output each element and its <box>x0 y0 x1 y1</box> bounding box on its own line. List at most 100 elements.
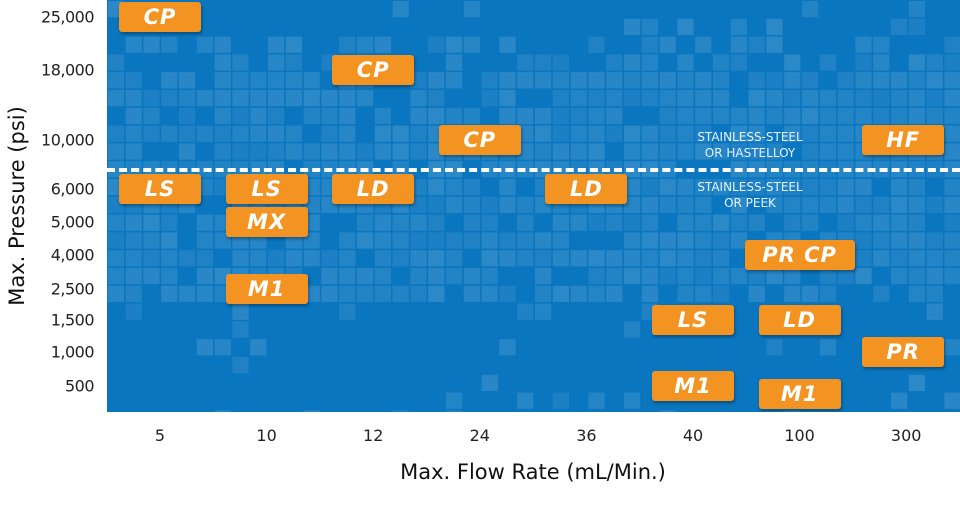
background-tile <box>641 54 658 71</box>
background-tile <box>819 90 836 107</box>
background-tile <box>446 268 463 285</box>
background-tile <box>303 285 320 302</box>
background-tile <box>232 321 249 338</box>
background-tile <box>161 250 178 267</box>
background-tile <box>535 72 552 89</box>
background-tile <box>125 303 142 320</box>
background-tile <box>446 72 463 89</box>
background-tile <box>517 125 534 142</box>
background-tile <box>748 90 765 107</box>
background-tile <box>214 72 231 89</box>
background-tile <box>499 250 516 267</box>
product-badge[interactable]: PR <box>862 337 945 367</box>
background-tile <box>641 36 658 53</box>
product-badge[interactable]: HF <box>862 125 945 155</box>
product-badge[interactable]: LD <box>545 174 628 204</box>
background-tile <box>410 196 427 213</box>
background-tile <box>588 250 605 267</box>
y-tick-label: 2,500 <box>50 279 95 299</box>
background-tile <box>713 179 730 196</box>
product-badge[interactable]: LS <box>119 174 201 204</box>
product-badge[interactable]: CP <box>119 2 201 32</box>
x-tick-label: 10 <box>256 426 277 445</box>
background-tile <box>250 143 267 160</box>
background-tile <box>481 72 498 89</box>
background-tile <box>641 143 658 160</box>
product-badge[interactable]: PR CP <box>744 240 855 270</box>
background-tile <box>125 214 142 231</box>
background-tile <box>677 196 694 213</box>
background-tile <box>891 392 908 409</box>
background-tile <box>855 250 872 267</box>
product-badge[interactable]: M1 <box>652 371 734 401</box>
background-tile <box>891 268 908 285</box>
background-tile <box>499 90 516 107</box>
y-tick-label: 500 <box>64 376 95 396</box>
background-tile <box>766 179 783 196</box>
background-tile <box>766 339 783 356</box>
product-badge[interactable]: LS <box>225 174 308 204</box>
background-tile <box>250 125 267 142</box>
y-tick-label: 4,000 <box>50 245 95 265</box>
background-tile <box>303 214 320 231</box>
background-tile <box>713 268 730 285</box>
product-badge[interactable]: CP <box>438 125 521 155</box>
background-tile <box>552 285 569 302</box>
background-tile <box>446 179 463 196</box>
background-tile <box>214 54 231 71</box>
background-tile <box>463 1 480 18</box>
background-tile <box>944 36 960 53</box>
background-tile <box>695 90 712 107</box>
product-badge[interactable]: M1 <box>758 379 841 409</box>
background-tile <box>891 232 908 249</box>
background-tile <box>481 268 498 285</box>
background-tile <box>641 232 658 249</box>
background-tile <box>641 18 658 35</box>
background-tile <box>481 90 498 107</box>
background-tile <box>624 179 641 196</box>
background-tile <box>570 107 587 124</box>
background-tile <box>891 90 908 107</box>
background-tile <box>659 90 676 107</box>
background-tile <box>321 125 338 142</box>
background-tile <box>374 250 391 267</box>
background-tile <box>499 107 516 124</box>
y-tick-label: 18,000 <box>41 60 94 80</box>
background-tile <box>357 36 374 53</box>
product-badge[interactable]: M1 <box>225 274 308 304</box>
background-tile <box>303 90 320 107</box>
background-tile <box>481 250 498 267</box>
product-badge[interactable]: LD <box>758 305 841 335</box>
background-tile <box>410 179 427 196</box>
background-tile <box>908 285 925 302</box>
background-tile <box>250 339 267 356</box>
background-tile <box>606 250 623 267</box>
background-tile <box>374 232 391 249</box>
background-tile <box>285 36 302 53</box>
background-tile <box>446 392 463 409</box>
background-tile <box>570 285 587 302</box>
material-divider-line <box>107 168 960 172</box>
background-tile <box>374 285 391 302</box>
background-tile <box>481 374 498 391</box>
background-tile <box>410 285 427 302</box>
background-tile <box>552 90 569 107</box>
x-axis-label: Max. Flow Rate (mL/Min.) <box>400 460 666 484</box>
product-badge[interactable]: CP <box>332 55 415 85</box>
background-tile <box>855 196 872 213</box>
background-tile <box>535 143 552 160</box>
background-tile <box>552 107 569 124</box>
product-badge[interactable]: LD <box>332 174 415 204</box>
background-tile <box>819 179 836 196</box>
background-tile <box>695 36 712 53</box>
background-tile <box>143 250 160 267</box>
background-tile <box>802 143 819 160</box>
background-tile <box>891 179 908 196</box>
background-tile <box>944 214 960 231</box>
background-tile <box>677 143 694 160</box>
product-badge[interactable]: MX <box>225 207 308 237</box>
background-tile <box>179 72 196 89</box>
product-badge[interactable]: LS <box>652 305 734 335</box>
background-tile <box>428 90 445 107</box>
background-tile <box>784 196 801 213</box>
